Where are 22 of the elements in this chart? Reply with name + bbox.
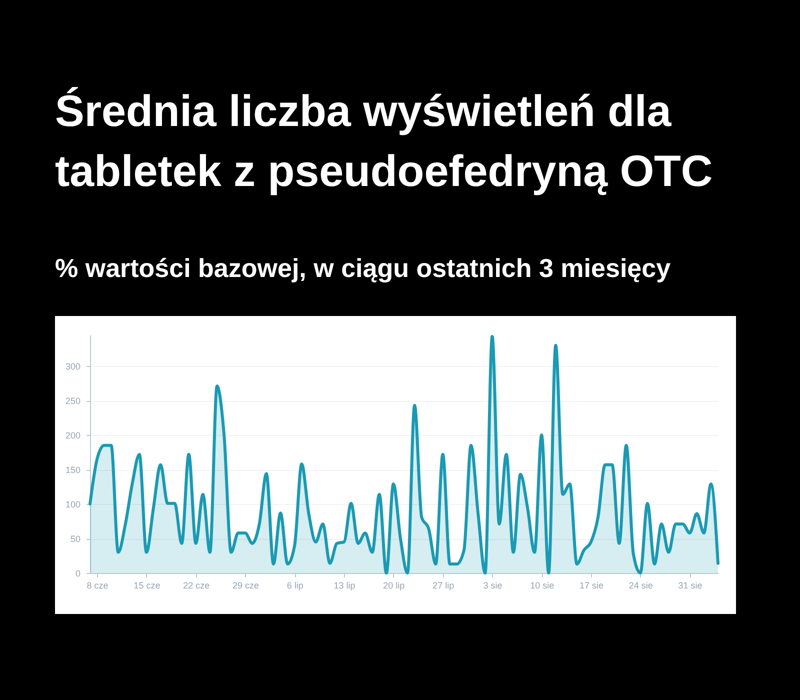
y-tick-label: 200 <box>65 430 80 441</box>
chart-subtitle: % wartości bazowej, w ciągu ostatnich 3 miesięcy <box>55 252 672 284</box>
y-tick-label: 100 <box>65 500 80 510</box>
x-tick-label: 15 cze <box>134 580 160 590</box>
x-tick-label: 22 cze <box>183 580 210 590</box>
x-tick-label: 31 sie <box>678 580 702 590</box>
x-tick-label: 17 sie <box>579 580 604 590</box>
x-tick-label: 27 lip <box>432 580 454 590</box>
y-tick-label: 150 <box>65 465 80 476</box>
y-tick-label: 50 <box>70 534 80 544</box>
x-tick-label: 29 cze <box>232 580 259 590</box>
x-tick-label: 8 cze <box>86 580 108 590</box>
x-tick-label: 3 sie <box>483 580 502 590</box>
x-tick-label: 6 lip <box>286 580 304 590</box>
x-tick-label: 13 lip <box>334 580 356 590</box>
y-tick-label: 300 <box>65 362 80 372</box>
y-tick-label: 250 <box>65 396 80 406</box>
x-tick-label: 24 sie <box>628 580 653 590</box>
y-tick-label: 0 <box>75 568 80 578</box>
x-tick-label: 20 lip <box>383 580 405 590</box>
chart-title: Średnia liczba wyświetleń dla tabletek z pseudoefedryną OTC <box>55 86 714 198</box>
x-tick-label: 10 sie <box>530 580 554 590</box>
